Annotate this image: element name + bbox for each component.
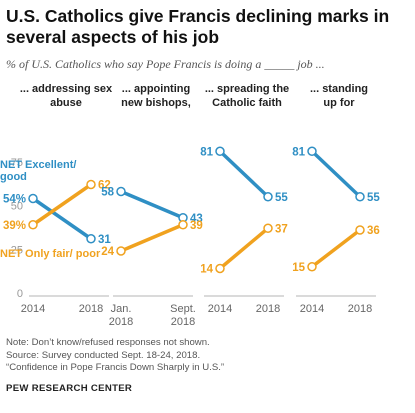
x-tick-label: 2014 <box>300 303 324 315</box>
data-label: 36 <box>367 225 380 237</box>
data-point <box>355 225 365 235</box>
data-label: 81 <box>200 146 213 158</box>
data-point <box>263 223 273 233</box>
data-point <box>263 192 273 202</box>
chart-title: U.S. Catholics give Francis declining ma… <box>6 6 390 47</box>
chart-subtitle: % of U.S. Catholics who say Pope Francis… <box>6 57 325 71</box>
data-label: 43 <box>190 213 203 225</box>
data-point <box>307 146 317 156</box>
series-line <box>310 228 362 269</box>
data-label: 81 <box>292 146 305 158</box>
series-line <box>31 196 93 241</box>
data-label: 14 <box>200 264 213 276</box>
series-line <box>218 226 270 271</box>
x-tick-label: 2018 <box>109 316 133 328</box>
data-point <box>215 146 225 156</box>
panel-title: new bishops, <box>121 97 191 109</box>
x-tick-label: 2014 <box>208 303 232 315</box>
report-title-line: “Confidence in Pope Francis Down Sharply… <box>6 362 225 374</box>
panel-title: ... standing <box>310 83 368 95</box>
panel-title: ... appointing <box>122 83 190 95</box>
data-point <box>355 192 365 202</box>
panel-title: abuse <box>50 97 82 109</box>
legend-excellent-good: NET Excellent/ <box>0 159 76 171</box>
series-line <box>119 223 185 253</box>
x-tick-label: 2018 <box>256 303 280 315</box>
y-tick-label: 0 <box>17 288 23 300</box>
panel-title: up for <box>323 97 355 109</box>
data-point <box>178 220 188 230</box>
panel-title: ... spreading the <box>205 83 289 95</box>
data-point <box>215 263 225 274</box>
source-notes: Note: Don’t know/refused responses not s… <box>6 337 411 375</box>
legend-only-fair-poor: NET Only fair/ poor <box>0 248 101 260</box>
data-point <box>86 179 96 190</box>
y-tick-label: 50 <box>11 201 23 213</box>
x-tick-label: Sept. <box>170 303 196 315</box>
y-tick-label: 25 <box>11 244 23 256</box>
data-point <box>86 234 96 244</box>
data-point <box>28 193 38 204</box>
data-point <box>28 220 38 230</box>
panel-title: ... addressing sex <box>20 83 113 95</box>
panel-title: Catholic faith <box>212 97 282 109</box>
data-label: 24 <box>101 246 114 258</box>
x-tick-label: 2018 <box>79 303 103 315</box>
series-line <box>218 149 270 199</box>
source-line: Source: Survey conducted Sept. 18-24, 20… <box>6 349 201 361</box>
data-point <box>116 186 126 197</box>
series-line <box>119 189 185 220</box>
data-label: 31 <box>98 234 111 246</box>
x-tick-label: Jan. <box>111 303 132 315</box>
legend-excellent-good: good <box>0 171 27 183</box>
x-tick-label: 2018 <box>171 316 195 328</box>
y-tick-label: 75 <box>11 157 23 169</box>
pew-research-logo-text: PEW RESEARCH CENTER <box>6 383 133 394</box>
data-label: 55 <box>367 192 380 204</box>
data-point <box>307 262 317 272</box>
data-label: 37 <box>275 223 288 235</box>
data-label: 62 <box>98 180 111 192</box>
series-line <box>31 182 93 227</box>
data-label: 55 <box>275 192 288 204</box>
x-tick-label: 2018 <box>348 303 372 315</box>
data-point <box>116 246 126 256</box>
x-tick-label: 2014 <box>21 303 45 315</box>
data-label: 54% <box>3 194 26 206</box>
note-line: Note: Don’t know/refused responses not s… <box>6 337 210 348</box>
data-label: 15 <box>292 262 305 274</box>
data-label: 39 <box>190 220 203 232</box>
series-line <box>310 149 362 199</box>
data-label: 58 <box>101 187 114 199</box>
data-label: 39% <box>3 220 26 232</box>
